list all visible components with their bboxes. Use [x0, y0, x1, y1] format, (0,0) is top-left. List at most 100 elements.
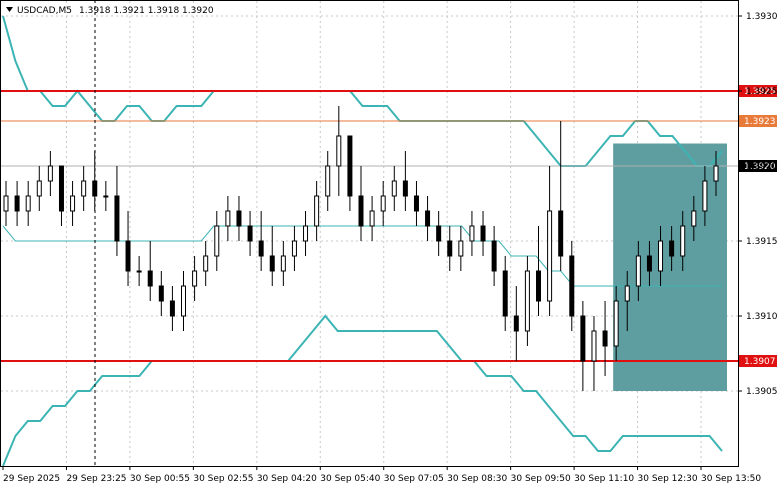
candle — [480, 211, 486, 256]
candle — [580, 301, 586, 391]
x-tick-label: 30 Sep 13:50 — [701, 474, 761, 484]
candle — [391, 166, 397, 211]
x-tick-label: 30 Sep 04:20 — [257, 474, 317, 484]
candle — [214, 211, 220, 271]
level-tag-current — [739, 160, 777, 172]
candle — [258, 211, 264, 271]
level-tag-label: 1.3925 — [744, 87, 776, 97]
candle — [336, 106, 342, 196]
x-tick-label: 30 Sep 12:30 — [638, 474, 698, 484]
candle — [624, 271, 630, 331]
plot-frame — [0, 0, 739, 467]
candle — [181, 271, 186, 331]
candle — [70, 181, 76, 226]
candle — [192, 256, 198, 301]
candle — [225, 196, 231, 241]
candle — [203, 241, 209, 286]
candle — [81, 166, 87, 211]
candle — [269, 226, 275, 286]
candle — [280, 241, 286, 286]
x-tick-label: 30 Sep 02:55 — [193, 474, 253, 484]
candle — [635, 241, 641, 301]
bollinger-upper — [2, 15, 723, 167]
y-tick-label: 1.3910 — [746, 312, 778, 322]
y-tick-label: 1.3925 — [746, 87, 778, 97]
candle — [347, 135, 353, 211]
x-tick-label: 30 Sep 05:40 — [320, 474, 380, 484]
candle — [669, 226, 675, 271]
candle — [136, 256, 142, 286]
candle — [303, 211, 309, 256]
candle — [713, 151, 719, 196]
candle — [358, 166, 364, 241]
candle — [103, 181, 109, 211]
candle — [536, 226, 541, 316]
candle — [402, 151, 408, 211]
y-tick-label: 1.3905 — [746, 387, 778, 397]
x-tick-label: 30 Sep 11:10 — [574, 474, 634, 484]
level-tag-support — [739, 355, 777, 367]
candle — [413, 181, 419, 226]
x-tick-label: 30 Sep 09:50 — [511, 474, 571, 484]
dropdown-triangle-icon[interactable] — [6, 7, 13, 12]
trade-zone-rect — [613, 143, 727, 391]
candle — [125, 211, 131, 286]
x-tick-label: 30 Sep 00:55 — [130, 474, 190, 484]
candle — [25, 181, 31, 226]
candle — [147, 241, 153, 301]
bollinger-lower — [2, 314, 723, 467]
time-axis: 29 Sep 2025 29 Sep 23:25 30 Sep 00:55 30 Se… — [2, 466, 761, 484]
candlesticks — [3, 106, 719, 391]
x-tick-label: 29 Sep 2025 — [3, 474, 60, 484]
chart-header: USDCAD,M5 1.3918 1.3921 1.3918 1.3920 — [6, 6, 214, 16]
level-tag-level — [739, 115, 777, 127]
candle — [680, 211, 686, 271]
candle — [247, 211, 253, 256]
candle — [613, 286, 619, 361]
candle — [436, 211, 442, 256]
candle — [314, 181, 320, 241]
y-tick-label: 1.3930 — [746, 12, 778, 22]
candle — [591, 316, 597, 391]
candle — [158, 271, 164, 316]
ohlc-values: 1.3918 1.3921 1.3918 1.3920 — [79, 6, 214, 16]
candle — [47, 151, 53, 196]
candle — [502, 256, 508, 331]
candle — [36, 166, 42, 211]
candle — [114, 166, 120, 256]
candle — [646, 241, 652, 286]
candle — [602, 301, 608, 376]
candle — [325, 151, 331, 211]
level-tag-resistance — [739, 85, 777, 97]
candle — [3, 181, 9, 226]
candle — [491, 226, 497, 286]
y-tick-label: 1.3920 — [746, 162, 778, 172]
candle — [691, 196, 697, 241]
candle — [658, 226, 664, 286]
x-tick-label: 30 Sep 08:30 — [447, 474, 507, 484]
candle — [524, 256, 530, 346]
symbol-timeframe: USDCAD,M5 — [17, 6, 72, 16]
trade-zone — [613, 143, 727, 391]
y-tick-label: 1.3915 — [746, 237, 778, 247]
price-levels: 1.3925 1.3923 1.3920 1.3907 — [1, 85, 777, 367]
candle — [547, 166, 553, 316]
candle — [458, 226, 464, 271]
level-tag-label: 1.3907 — [744, 357, 776, 367]
candle — [291, 226, 297, 271]
candle — [469, 211, 475, 256]
level-tag-label: 1.3923 — [744, 117, 776, 127]
x-tick-label: 29 Sep 23:25 — [66, 474, 126, 484]
candle — [369, 196, 375, 241]
candle — [569, 241, 575, 331]
candle — [169, 286, 175, 331]
candle — [236, 196, 242, 241]
candle — [425, 196, 431, 241]
x-tick-label: 30 Sep 07:05 — [384, 474, 444, 484]
candle — [513, 286, 519, 361]
candle — [58, 165, 64, 226]
candle — [702, 166, 708, 226]
candle — [380, 181, 386, 226]
candle — [447, 226, 453, 271]
